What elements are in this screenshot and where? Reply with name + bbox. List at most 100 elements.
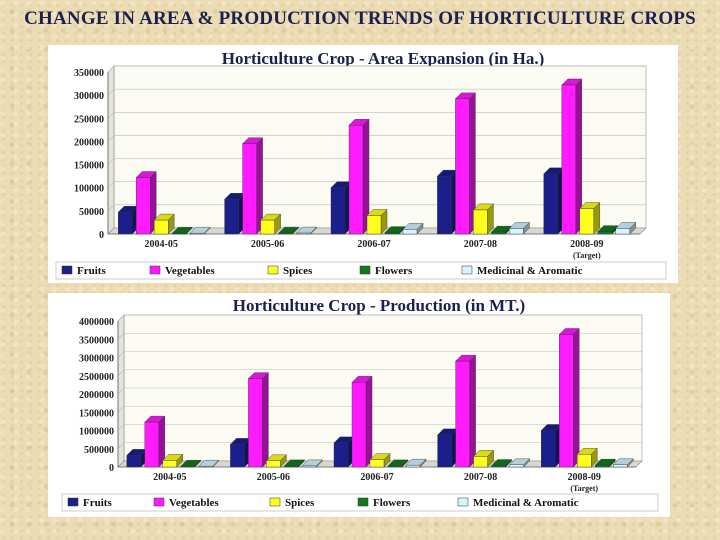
gridline <box>117 351 125 358</box>
y-tick-label: 0 <box>109 463 114 474</box>
bar-front <box>559 334 574 468</box>
bar-spices-2004-05 <box>162 453 184 468</box>
y-tick-label: 150000 <box>74 161 104 172</box>
x-tick-label: 2007-08 <box>464 472 497 483</box>
y-tick-label: 3500000 <box>79 335 114 346</box>
plot-side-wall <box>107 65 115 235</box>
bar-front <box>351 382 367 468</box>
production-chart-svg: Horticulture Crop - Production (in MT.) 4… <box>61 296 659 512</box>
bar-front <box>333 442 349 468</box>
bar-front <box>437 175 452 235</box>
bar-spices-2008-09 <box>576 447 598 468</box>
y-tick-label: 350000 <box>74 68 104 79</box>
bar-front <box>595 464 610 468</box>
bar-front <box>284 465 299 468</box>
bar-front <box>171 232 187 235</box>
y-tick-label: 200000 <box>74 137 104 148</box>
production-chart: Horticulture Crop - Production (in MT.) 4… <box>48 293 670 517</box>
bar-front <box>509 464 524 468</box>
bar-front <box>126 455 142 468</box>
bar-fruits-2008-09 <box>540 424 562 468</box>
gridline <box>117 387 125 395</box>
bar-fruits-2005-06 <box>224 192 246 235</box>
bar-flowers-2006-07 <box>387 459 409 468</box>
legend-swatch-medicinal-aromatic <box>457 497 469 507</box>
bar-front <box>266 460 281 468</box>
bar-vegetables-2006-07 <box>348 118 370 235</box>
bar-front <box>405 464 421 468</box>
bar-flowers-2007-08 <box>491 459 513 468</box>
legend-label-medicinal-aromatic: Medicinal & Aromatic <box>477 265 583 277</box>
bar-front <box>387 465 403 468</box>
bar-medicinal-aromatic-2006-07 <box>402 222 424 235</box>
legend-label-flowers: Flowers <box>373 497 411 509</box>
bar-side <box>469 354 476 468</box>
bar-front <box>613 464 628 468</box>
bar-flowers-2006-07 <box>384 226 406 235</box>
bar-front <box>561 84 576 235</box>
gridline <box>107 158 115 165</box>
bar-spices-2006-07 <box>366 209 388 235</box>
gridline <box>117 442 125 449</box>
bar-front <box>117 212 133 235</box>
bar-fruits-2006-07 <box>330 181 352 235</box>
bar-front <box>491 231 506 235</box>
y-tick-label: 1000000 <box>79 427 114 438</box>
bar-front <box>615 228 630 235</box>
chart-title: Horticulture Crop - Production (in MT.) <box>233 296 525 315</box>
bar-medicinal-aromatic-2007-08 <box>509 458 531 468</box>
bar-medicinal-aromatic-2008-09 <box>612 458 634 468</box>
bar-front <box>402 229 418 235</box>
bar-vegetables-2005-06 <box>247 372 269 468</box>
y-tick-label: 3000000 <box>79 354 114 365</box>
legend-label-vegetables: Vegetables <box>169 497 219 509</box>
bar-spices-2004-05 <box>153 213 175 235</box>
legend-label-medicinal-aromatic: Medicinal & Aromatic <box>473 497 579 509</box>
bar-side <box>365 375 373 468</box>
bar-fruits-2006-07 <box>333 436 355 468</box>
page-title: CHANGE IN AREA & PRODUCTION TRENDS OF HO… <box>24 8 696 29</box>
bar-spices-2006-07 <box>369 453 391 468</box>
legend-label-flowers: Flowers <box>375 265 413 277</box>
legend-swatch-flowers <box>357 497 369 507</box>
bar-front <box>541 430 556 468</box>
gridline <box>117 406 125 413</box>
legend-swatch-spices <box>269 497 281 507</box>
gridline <box>107 88 115 96</box>
y-tick-label: 250000 <box>74 114 104 125</box>
bar-front <box>577 454 592 468</box>
y-tick-label: 50000 <box>79 207 104 218</box>
bar-medicinal-aromatic-2004-05 <box>198 459 220 468</box>
bar-vegetables-2006-07 <box>351 375 373 468</box>
gridline <box>117 314 125 322</box>
gridline <box>107 204 115 212</box>
y-tick-label: 100000 <box>74 184 104 195</box>
y-tick-label: 500000 <box>84 445 114 456</box>
gridline <box>117 333 125 340</box>
bar-medicinal-aromatic-2007-08 <box>508 221 530 235</box>
bar-front <box>302 465 317 468</box>
area-expansion-chart-svg: Horticulture Crop - Area Expansion (in H… <box>55 49 667 280</box>
bar-flowers-2004-05 <box>180 459 202 468</box>
bar-front <box>189 232 205 235</box>
y-tick-label: 0 <box>99 230 104 241</box>
bar-vegetables-2004-05 <box>144 415 166 468</box>
x-tick-label: 2005-06 <box>257 472 290 483</box>
legend-swatch-spices <box>267 265 279 275</box>
legend-label-fruits: Fruits <box>77 265 106 277</box>
bar-medicinal-aromatic-2008-09 <box>615 221 637 235</box>
y-tick-label: 2500000 <box>79 372 114 383</box>
gridline <box>107 181 115 188</box>
bar-front <box>135 177 151 235</box>
bar-flowers-2005-06 <box>278 226 300 235</box>
bar-fruits-2007-08 <box>436 169 458 235</box>
y-tick-label: 1500000 <box>79 408 114 419</box>
legend-swatch-vegetables <box>149 265 161 275</box>
bar-front <box>296 232 311 235</box>
legend-swatch-fruits <box>67 497 79 507</box>
bar-spices-2007-08 <box>473 449 495 468</box>
x-tick-label: 2004-05 <box>145 239 178 250</box>
y-tick-label: 2000000 <box>79 390 114 401</box>
bar-front <box>384 232 400 235</box>
bar-front <box>260 219 275 235</box>
